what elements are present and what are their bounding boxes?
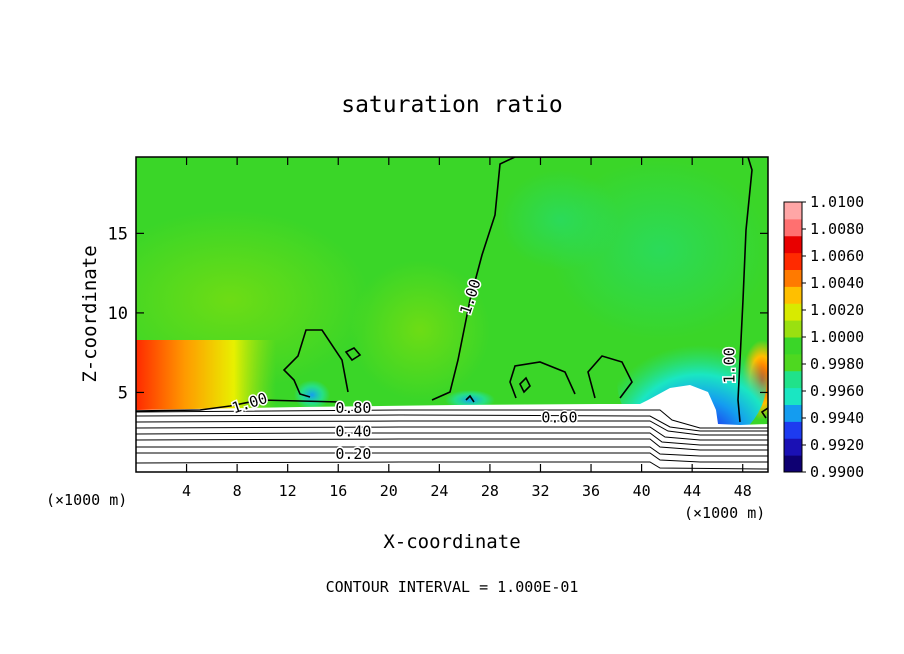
colorbar-label: 1.0100 [810, 193, 864, 211]
colorbar-swatch [784, 404, 802, 422]
x-tick-label: 24 [430, 482, 448, 500]
chart-title: saturation ratio [341, 92, 563, 118]
colorbar-label: 0.9960 [810, 382, 864, 400]
y-axis-label: Z-coordinate [79, 245, 101, 382]
y-axis: 5 10 15 [108, 224, 768, 403]
contour-label: 1.00 [721, 347, 739, 383]
warm-region-left [136, 340, 276, 410]
x-tick-label: 32 [531, 482, 549, 500]
x-tick-label: 28 [481, 482, 499, 500]
colorbar-swatch [784, 202, 802, 220]
x-tick-label: 20 [380, 482, 398, 500]
colorbar-swatch [784, 269, 802, 287]
colorbar-swatch [784, 455, 802, 473]
y-tick-label: 5 [118, 383, 128, 403]
colorbar-label: 1.0060 [810, 247, 864, 265]
colorbar-swatch [784, 353, 802, 372]
x-tick-label: 12 [279, 482, 297, 500]
x-tick-label: 48 [734, 482, 752, 500]
subsaturated-layer [136, 385, 768, 472]
x-axis: 4 8 12 16 20 24 28 32 36 40 44 48 [182, 157, 752, 500]
colorbar-swatch [784, 303, 802, 321]
colorbar-label: 1.0000 [810, 328, 864, 346]
colorbar-swatch [784, 337, 802, 355]
x-tick-label: 4 [182, 482, 191, 500]
colorbar-label: 0.9980 [810, 355, 864, 373]
contour-label: 0.80 [335, 399, 371, 417]
colorbar-swatch [784, 438, 802, 456]
colorbar-swatch [784, 421, 802, 439]
field-patch [500, 170, 620, 270]
x-tick-label: 16 [329, 482, 347, 500]
colorbar-label: 1.0080 [810, 220, 864, 238]
colorbar-swatch [784, 370, 802, 389]
x-tick-label: 44 [683, 482, 701, 500]
contour-lines [136, 157, 768, 470]
colorbar-label: 0.9920 [810, 436, 864, 454]
x-unit-left: (×1000 m) [46, 491, 127, 509]
colorbar-swatch [784, 320, 802, 338]
contour-label: 0.20 [335, 445, 371, 463]
contour-label-group: 1.001.00 0.800.600.400.201.00 [228, 275, 740, 464]
colorbar-label: 1.0040 [810, 274, 864, 292]
colorbar-label: 1.0020 [810, 301, 864, 319]
y-tick-label: 15 [108, 224, 128, 244]
cool-spot [294, 380, 330, 410]
x-tick-label: 8 [233, 482, 242, 500]
colorbar-swatch [784, 387, 802, 405]
colorbar-label: 0.9940 [810, 409, 864, 427]
contour-label: 0.60 [541, 408, 577, 426]
field-patch [350, 260, 490, 400]
y-tick-label: 10 [108, 304, 128, 324]
contour-label: 0.40 [335, 423, 371, 441]
colorbar-swatch [784, 286, 802, 304]
colorbar: 1.0100 1.0080 1.0060 1.0040 1.0020 1.0000 0.99… [783, 193, 864, 481]
contour-interval-note: CONTOUR INTERVAL = 1.000E-01 [326, 578, 579, 596]
x-axis-label: X-coordinate [383, 531, 520, 553]
plot-frame [135, 156, 769, 473]
x-unit-right: (×1000 m) [684, 504, 765, 522]
x-tick-label: 40 [633, 482, 651, 500]
x-tick-label: 36 [582, 482, 600, 500]
plot-area: 1.001.00 0.800.600.400.201.00 [136, 157, 768, 472]
colorbar-swatch [784, 235, 802, 254]
colorbar-swatch [784, 252, 802, 270]
colorbar-label: 0.9900 [810, 463, 864, 481]
colorbar-swatch [784, 218, 802, 237]
